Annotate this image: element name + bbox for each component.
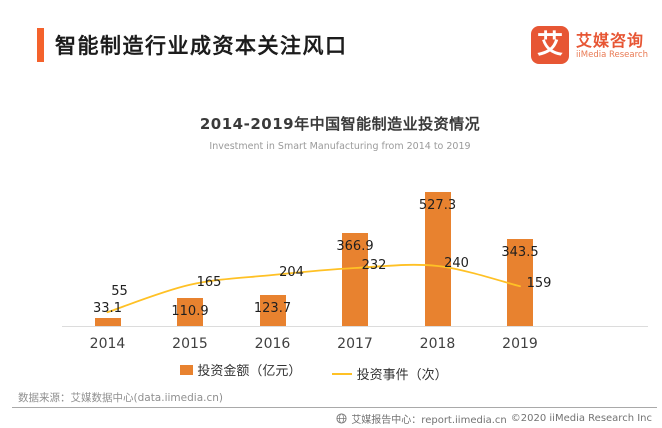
legend-item-bar: 投资金额（亿元） (180, 360, 301, 379)
bar-2019 (507, 238, 533, 326)
bar-value-label-2019: 343.5 (501, 244, 539, 260)
logo-name-en: iiMedia Research (576, 49, 648, 60)
line-value-label-2015: 165 (196, 274, 222, 290)
bar-2015 (177, 297, 203, 326)
line-value-label-2019: 159 (526, 276, 552, 292)
chart-subtitle: Investment in Smart Manufacturing from 2… (209, 141, 471, 152)
bar-value-label-2018: 527.3 (418, 198, 457, 213)
globe-icon (336, 413, 347, 424)
bar-2016 (259, 294, 286, 326)
iimedia-logo-icon: 艾 (531, 26, 570, 64)
x-axis-line (62, 326, 648, 327)
line-value-label-2016: 204 (279, 265, 304, 280)
x-tick-2017: 2017 (337, 336, 373, 352)
copyright-text: ©2020 iiMedia Research Inc (510, 413, 652, 424)
bar-2014 (94, 317, 121, 326)
logo-name-cn: 艾媒咨询 (576, 30, 645, 50)
x-tick-2016: 2016 (254, 336, 291, 352)
legend-bar-label: 投资金额（亿元） (197, 364, 302, 379)
bar-value-label-2016: 123.7 (253, 300, 292, 316)
x-tick-2018: 2018 (419, 336, 456, 352)
page-title: 智能制造行业成资本关注风口 (55, 34, 348, 58)
title-accent-bar (37, 28, 44, 62)
bar-value-label-2017: 366.9 (336, 238, 374, 254)
data-source-note: 数据来源：艾媒数据中心(data.iimedia.cn) (18, 392, 223, 404)
line-value-label-2018: 240 (444, 256, 469, 271)
line-value-label-2014: 55 (111, 284, 128, 300)
bar-2017 (342, 232, 368, 326)
line-series-path (106, 263, 521, 314)
bar-series-swatch-icon (180, 364, 194, 375)
report-center-text: 艾媒报告中心：report.iimedia.cn (351, 415, 507, 426)
bar-value-label-2014: 33.1 (93, 300, 122, 316)
legend: 投资金额（亿元） 投资事件（次） (0, 360, 628, 383)
line-value-label-2017: 232 (361, 258, 387, 273)
footer-divider (12, 407, 657, 408)
footer-note: 艾媒报告中心：report.iimedia.cn ©2020 iiMedia R… (336, 411, 652, 426)
line-series-swatch-icon (331, 372, 352, 375)
logo-text: 艾媒咨询 iiMedia Research (576, 31, 648, 60)
logo-glyph: 艾 (537, 30, 564, 60)
x-tick-2015: 2015 (172, 336, 208, 352)
x-tick-2019: 2019 (502, 336, 538, 352)
iimedia-logo: 艾 艾媒咨询 iiMedia Research (531, 26, 648, 64)
legend-line-label: 投资事件（次） (356, 368, 448, 383)
legend-item-line: 投资事件（次） (331, 364, 448, 383)
chart-title: 2014-2019年中国智能制造业投资情况 (199, 115, 481, 133)
x-tick-2014: 2014 (89, 336, 126, 352)
bar-value-label-2015: 110.9 (171, 303, 209, 319)
bar-2018 (424, 192, 451, 326)
